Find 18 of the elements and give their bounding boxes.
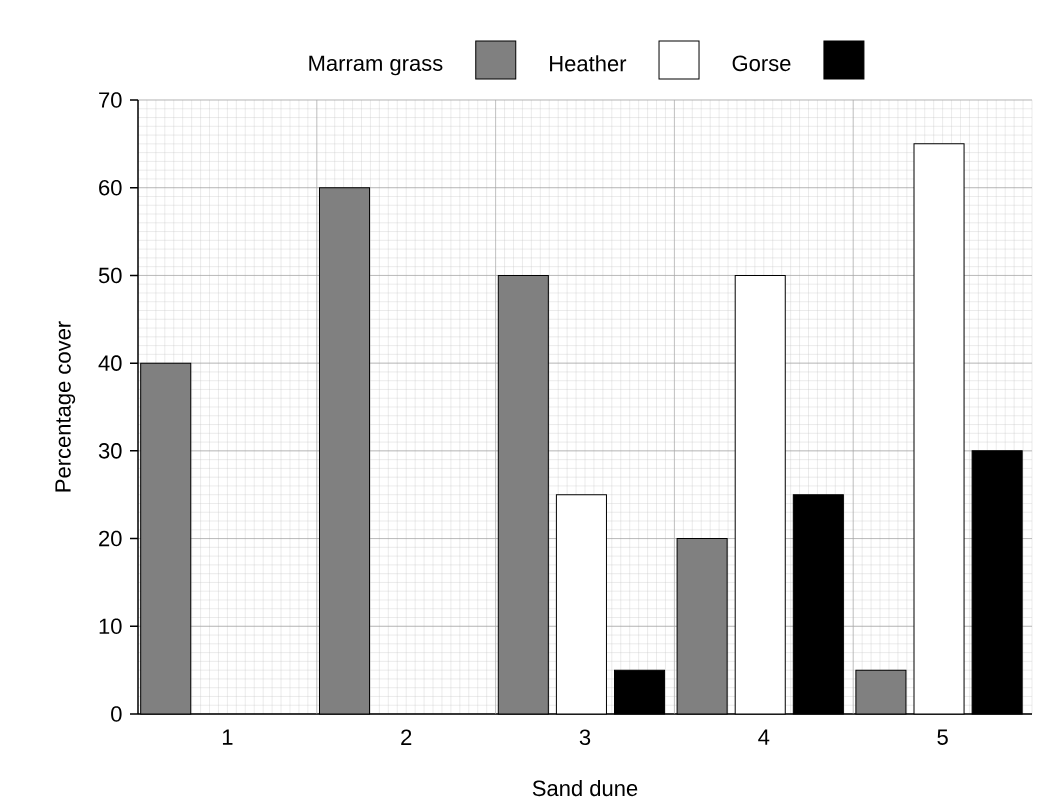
legend-label: Marram grass [309, 55, 443, 76]
y-tick-label: 20 [99, 530, 122, 547]
x-tick-label: 5 [937, 729, 948, 745]
legend-label: Gorse [732, 55, 791, 72]
y-tick-label: 60 [99, 179, 122, 196]
x-tick-label: 1 [222, 729, 233, 745]
y-tick-label: 0 [111, 706, 122, 722]
legend-label: Heather [550, 55, 627, 72]
y-tick-label: 30 [98, 443, 122, 459]
y-tick-label: 40 [98, 355, 122, 371]
y-tick-label: 50 [98, 267, 122, 284]
x-tick-label: 2 [401, 729, 412, 745]
x-tick-label: 4 [758, 729, 770, 745]
y-tick-label: 70 [99, 92, 122, 108]
y-axis-title: Percentage cover [55, 321, 76, 492]
x-tick-label: 3 [579, 729, 591, 746]
x-axis-title: Sand dune [532, 779, 638, 797]
y-tick-label: 10 [99, 618, 122, 635]
